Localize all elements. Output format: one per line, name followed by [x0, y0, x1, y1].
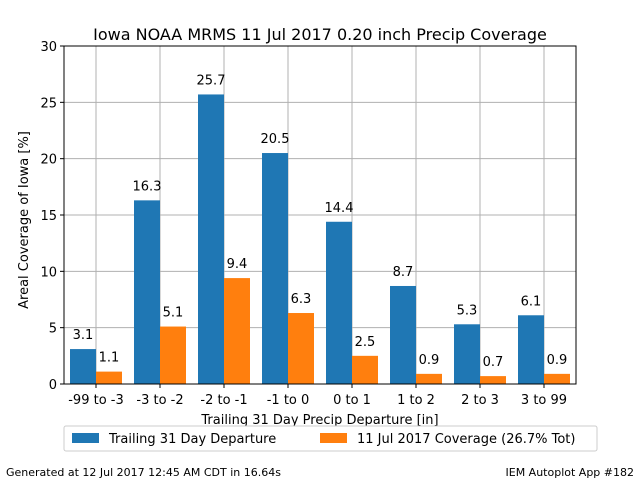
- bar-coverage: [480, 376, 506, 384]
- x-tick-label: 2 to 3: [461, 393, 499, 408]
- x-tick-label: -2 to -1: [200, 393, 247, 408]
- bar-trailing: [70, 349, 96, 384]
- bar-coverage: [288, 313, 314, 384]
- bar-coverage: [352, 355, 378, 384]
- bar-trailing: [134, 200, 160, 384]
- bar-trailing: [390, 285, 416, 384]
- bar-coverage: [224, 278, 250, 384]
- data-label-coverage: 0.7: [483, 355, 504, 370]
- bars: [70, 94, 570, 385]
- x-tick-label: 3 to 99: [521, 393, 567, 408]
- y-tick-label: 10: [40, 265, 57, 280]
- y-tick-label: 0: [49, 378, 57, 393]
- y-tick-label: 20: [40, 153, 57, 168]
- x-tick-label: 0 to 1: [333, 393, 371, 408]
- data-label-trailing: 25.7: [197, 73, 226, 88]
- bar-trailing: [262, 153, 288, 384]
- data-label-trailing: 20.5: [261, 132, 290, 147]
- y-tick-label: 5: [49, 322, 57, 337]
- x-axis-label: Trailing 31 Day Precip Departure [in]: [200, 413, 438, 428]
- legend-label-trailing: Trailing 31 Day Departure: [108, 432, 276, 447]
- bar-coverage: [160, 326, 186, 384]
- x-tick-label: -99 to -3: [68, 393, 124, 408]
- data-label-coverage: 1.1: [99, 351, 120, 366]
- bar-coverage: [96, 371, 122, 384]
- x-tick-label: -1 to 0: [267, 393, 310, 408]
- data-label-trailing: 3.1: [73, 328, 94, 343]
- plot-frame: [63, 45, 577, 385]
- data-label-coverage: 5.1: [163, 306, 184, 321]
- y-axis-label: Areal Coverage of Iowa [%]: [17, 131, 32, 309]
- bar-coverage: [544, 373, 570, 384]
- y-tick-label: 25: [40, 96, 57, 111]
- data-label-trailing: 6.1: [521, 294, 542, 309]
- data-label-coverage: 0.9: [547, 353, 568, 368]
- legend-swatch-coverage: [320, 433, 347, 443]
- chart-title: Iowa NOAA MRMS 11 Jul 2017 0.20 inch Pre…: [93, 25, 547, 44]
- bar-trailing: [454, 324, 480, 384]
- bar-coverage: [416, 373, 442, 384]
- legend-label-coverage: 11 Jul 2017 Coverage (26.7% Tot): [357, 432, 575, 447]
- data-label-coverage: 9.4: [227, 257, 248, 272]
- legend-swatch-trailing: [72, 433, 99, 443]
- footer-generated: Generated at 12 Jul 2017 12:45 AM CDT in…: [6, 466, 281, 479]
- x-tick-label: -3 to -2: [136, 393, 183, 408]
- bar-trailing: [198, 94, 224, 385]
- data-label-coverage: 6.3: [291, 292, 312, 307]
- data-label-trailing: 16.3: [133, 179, 162, 194]
- y-tick-label: 15: [40, 209, 57, 224]
- data-label-trailing: 5.3: [457, 303, 478, 318]
- bar-trailing: [326, 221, 352, 384]
- data-label-trailing: 8.7: [393, 265, 414, 280]
- y-tick-label: 30: [40, 40, 57, 55]
- data-label-coverage: 0.9: [419, 353, 440, 368]
- data-labels: 3.1 1.1 16.3 5.1 25.7 9.4 20.5 6.3 14.4 2.5 8.7 0.9…: [73, 73, 568, 370]
- footer-app: IEM Autoplot App #182: [506, 466, 635, 479]
- axes: 0 5 10 15 20 25 30 -99 to -3 -3 to -2 -2 to -1 -1 …: [40, 40, 577, 408]
- x-tick-label: 1 to 2: [397, 393, 435, 408]
- data-label-trailing: 14.4: [325, 201, 354, 216]
- legend: Trailing 31 Day Departure 11 Jul 2017 Co…: [63, 425, 598, 452]
- data-label-coverage: 2.5: [355, 335, 376, 350]
- bar-trailing: [518, 315, 544, 384]
